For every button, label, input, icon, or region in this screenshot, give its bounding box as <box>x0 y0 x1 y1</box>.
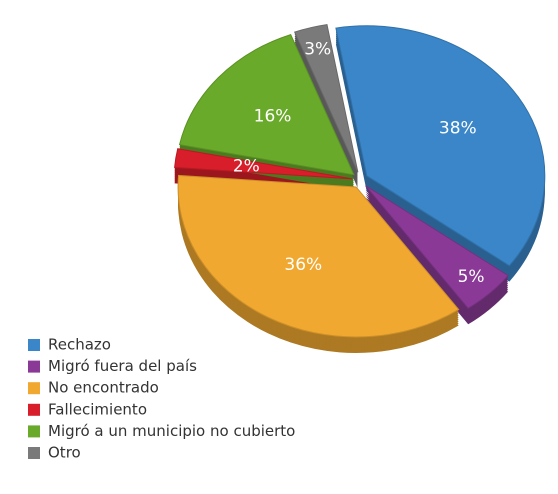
slice <box>178 33 355 176</box>
data-label: 2% <box>233 156 260 176</box>
slice <box>177 174 460 338</box>
legend-swatch <box>28 382 40 395</box>
slice <box>335 25 546 267</box>
legend-label: Rechazo <box>48 336 111 354</box>
data-label: 36% <box>284 255 322 275</box>
legend-label: Migró fuera del país <box>48 357 197 375</box>
legend-label: Otro <box>48 444 81 462</box>
slice <box>293 24 359 173</box>
data-label: 3% <box>304 39 331 59</box>
legend-swatch <box>28 339 40 351</box>
slice <box>174 148 353 180</box>
data-label: 38% <box>439 119 477 139</box>
data-label: 16% <box>254 106 292 126</box>
legend-swatch <box>28 360 40 373</box>
data-label: 5% <box>458 267 485 287</box>
legend-label: Migró a un municipio no cubierto <box>48 422 295 440</box>
legend-label: No encontrado <box>48 379 159 397</box>
legend-swatch <box>28 447 40 459</box>
legend-swatch <box>28 425 40 438</box>
legend-swatch <box>28 403 40 416</box>
legend-label: Fallecimiento <box>48 400 147 418</box>
slice <box>365 185 509 309</box>
